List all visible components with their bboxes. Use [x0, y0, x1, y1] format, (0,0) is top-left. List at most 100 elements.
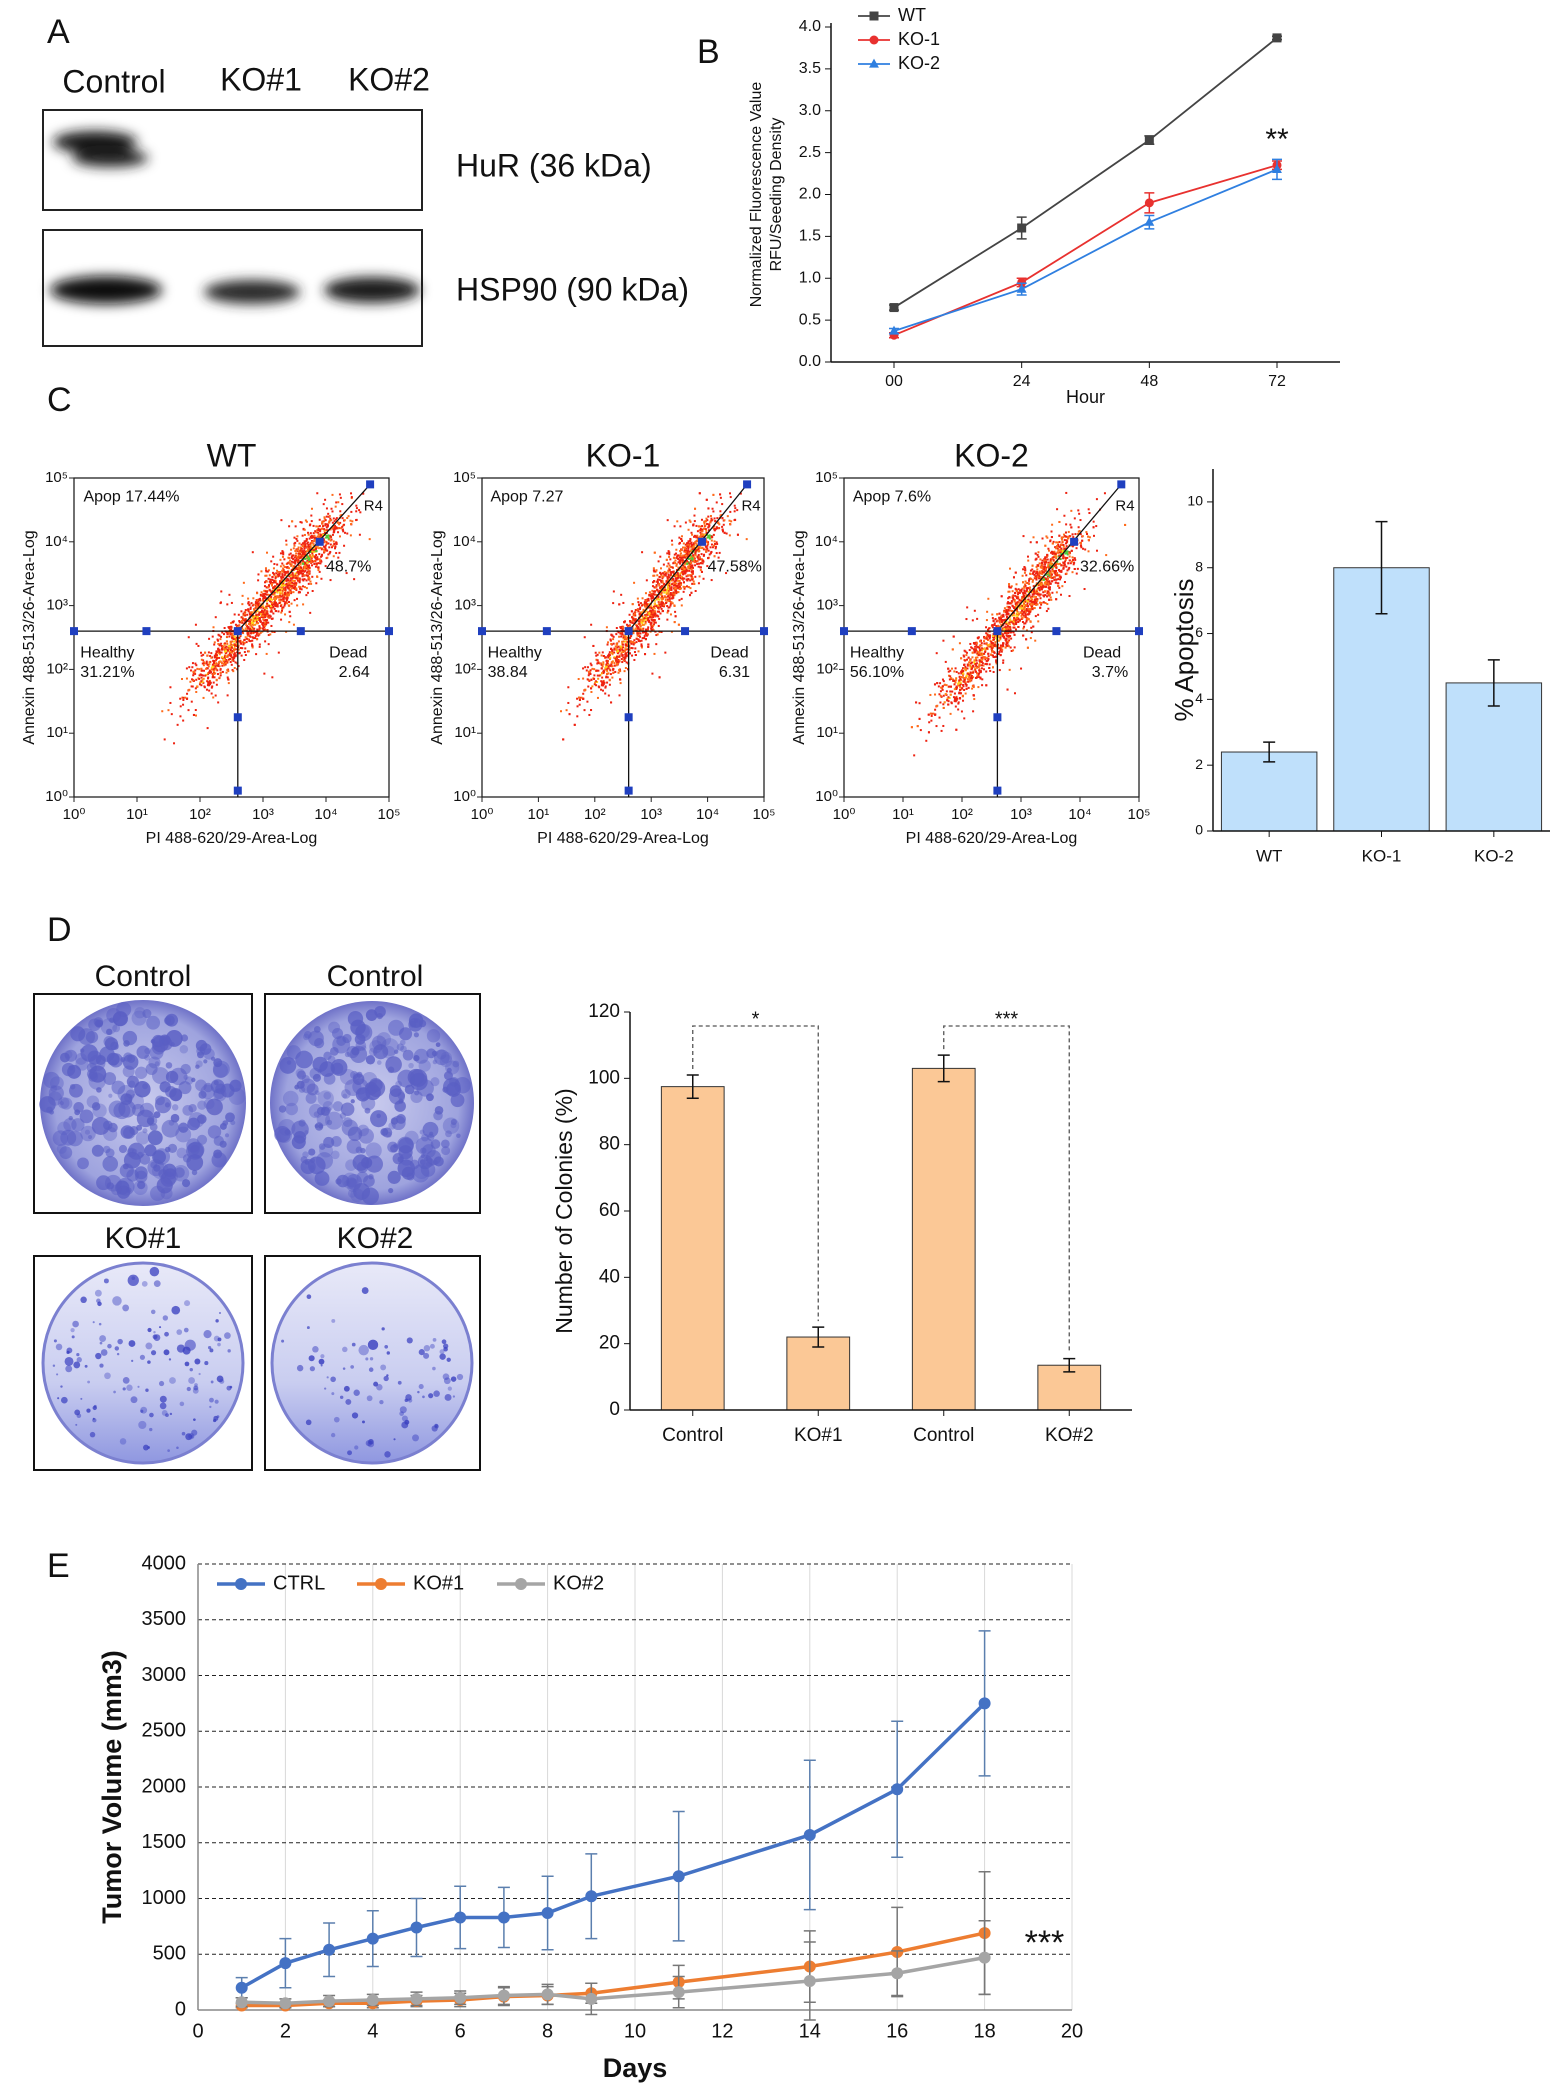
event [710, 546, 712, 548]
colony [96, 1299, 101, 1304]
event [671, 544, 673, 546]
event [280, 619, 282, 621]
colony [331, 1150, 340, 1159]
event [282, 567, 284, 569]
event [644, 602, 646, 604]
event [220, 636, 222, 638]
colony [177, 1148, 188, 1159]
event [671, 540, 673, 542]
event [270, 605, 272, 607]
event [288, 594, 290, 596]
event [213, 673, 215, 675]
colony [308, 1148, 315, 1155]
event [605, 676, 607, 678]
event [299, 588, 301, 590]
event [691, 568, 693, 570]
event [597, 670, 599, 672]
gate-handle [385, 627, 393, 635]
event [607, 644, 609, 646]
colony [352, 1412, 358, 1418]
event [256, 619, 258, 621]
event [348, 515, 350, 517]
event [677, 577, 679, 579]
colony [384, 1376, 389, 1381]
colony [419, 1384, 424, 1389]
colony [398, 1381, 402, 1385]
event [714, 543, 716, 545]
event [693, 560, 695, 562]
event [288, 621, 290, 623]
event [684, 586, 686, 588]
colony [93, 1321, 95, 1323]
event [613, 590, 615, 592]
event [659, 579, 661, 581]
colony [357, 1125, 369, 1137]
event [293, 547, 295, 549]
event [333, 517, 335, 519]
gate-handle [625, 627, 633, 635]
event [679, 580, 681, 582]
event [214, 656, 216, 658]
event [604, 669, 606, 671]
event [206, 689, 208, 691]
colony [279, 1057, 296, 1074]
event [579, 699, 581, 701]
event [296, 598, 298, 600]
event [729, 523, 731, 525]
x-tick-label: 48 [1140, 373, 1158, 390]
event [587, 666, 589, 668]
event [301, 570, 303, 572]
event [241, 655, 243, 657]
event [706, 499, 708, 501]
colony [171, 1306, 180, 1315]
event [688, 552, 690, 554]
event [339, 493, 341, 495]
event [589, 673, 591, 675]
event [179, 698, 181, 700]
event [201, 670, 203, 672]
event [228, 636, 230, 638]
event [666, 559, 668, 561]
event [252, 604, 254, 606]
event [290, 580, 292, 582]
event [284, 574, 286, 576]
event [306, 579, 308, 581]
colony [208, 1125, 221, 1138]
event [659, 556, 661, 558]
event [689, 587, 691, 589]
event [313, 549, 315, 551]
event [260, 570, 262, 572]
colony [297, 1070, 306, 1079]
event [610, 652, 612, 654]
event [285, 540, 287, 542]
event [320, 578, 322, 580]
colony [145, 1389, 148, 1392]
event [276, 597, 278, 599]
colony [335, 1178, 341, 1184]
event [260, 594, 262, 596]
event [621, 651, 623, 653]
event [317, 558, 319, 560]
event [664, 652, 666, 654]
event [681, 540, 683, 542]
lane-label: KO#2 [348, 61, 430, 97]
event [290, 574, 292, 576]
colony [307, 1326, 310, 1329]
event [369, 538, 371, 540]
event [638, 604, 640, 606]
event [304, 534, 306, 536]
marker [890, 303, 899, 312]
band-label: HuR (36 kDa) [456, 147, 652, 183]
colony [150, 1267, 160, 1277]
event [677, 591, 679, 593]
plot-title: KO-2 [954, 437, 1029, 473]
event [622, 651, 624, 653]
event [696, 540, 698, 542]
event [290, 553, 292, 555]
colony [445, 1394, 452, 1401]
event [605, 685, 607, 687]
event [287, 585, 289, 587]
colony [334, 1417, 340, 1423]
event [680, 557, 682, 559]
colony [151, 1350, 156, 1355]
